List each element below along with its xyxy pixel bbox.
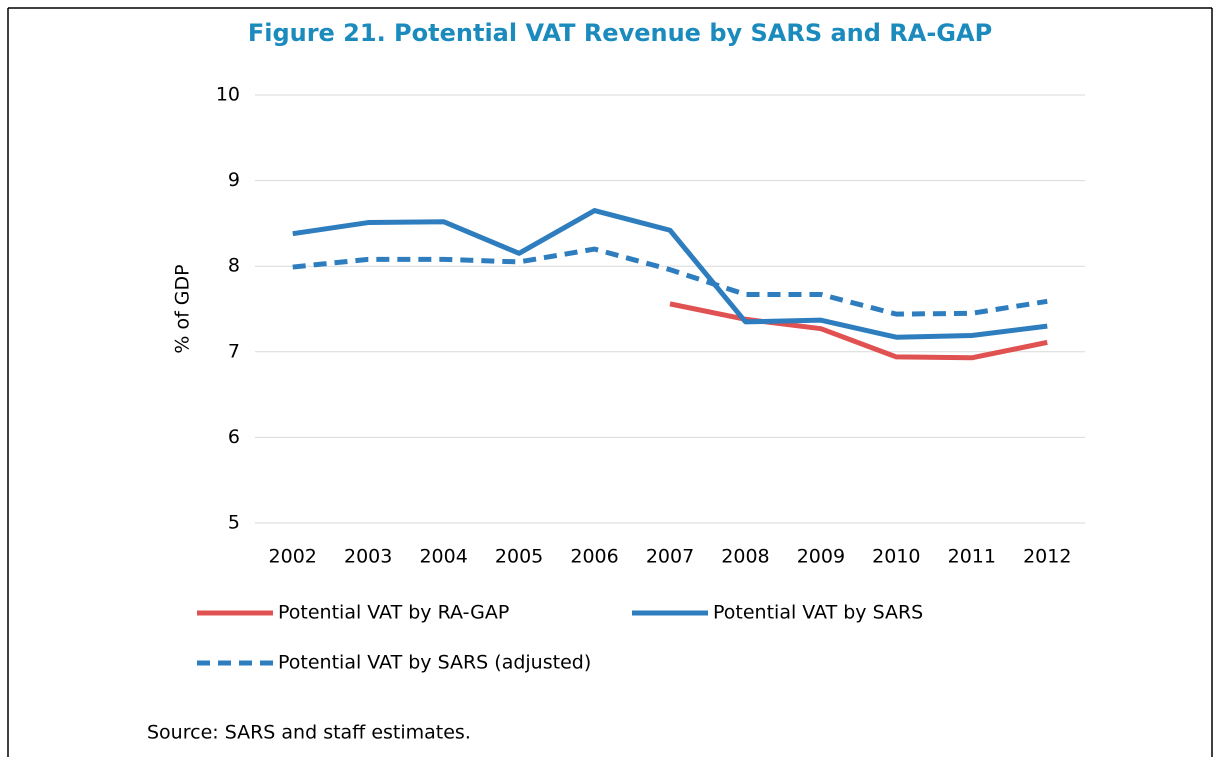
series-line [669, 301, 1048, 361]
source-note: Source: SARS and staff estimates. [147, 722, 471, 744]
x-tick-label: 2003 [344, 546, 392, 568]
legend-label: Potential VAT by SARS (adjusted) [278, 652, 591, 674]
x-tick-label: 2002 [269, 546, 317, 568]
y-tick-label: 6 [228, 426, 240, 448]
x-tick-label: 2011 [948, 546, 996, 568]
y-tick-label: 9 [228, 169, 240, 191]
x-tick-label: 2004 [419, 546, 467, 568]
y-tick-label: 7 [228, 340, 240, 362]
x-tick-label: 2006 [570, 546, 618, 568]
y-tick-label: 10 [216, 84, 240, 106]
x-tick-label: 2012 [1023, 546, 1071, 568]
series-line [292, 208, 1048, 340]
x-tick-label: 2007 [646, 546, 694, 568]
y-axis-label: % of GDP [172, 264, 194, 353]
x-tick-label: 2008 [721, 546, 769, 568]
y-tick-label: 5 [228, 512, 240, 534]
x-tick-label: 2009 [797, 546, 845, 568]
x-tick-label: 2005 [495, 546, 543, 568]
chart-title: Figure 21. Potential VAT Revenue by SARS… [248, 19, 992, 47]
y-tick-label: 8 [228, 255, 240, 277]
legend-label: Potential VAT by SARS [713, 602, 923, 624]
series-line [292, 246, 1048, 317]
x-tick-label: 2010 [872, 546, 920, 568]
legend-label: Potential VAT by RA-GAP [278, 602, 509, 624]
